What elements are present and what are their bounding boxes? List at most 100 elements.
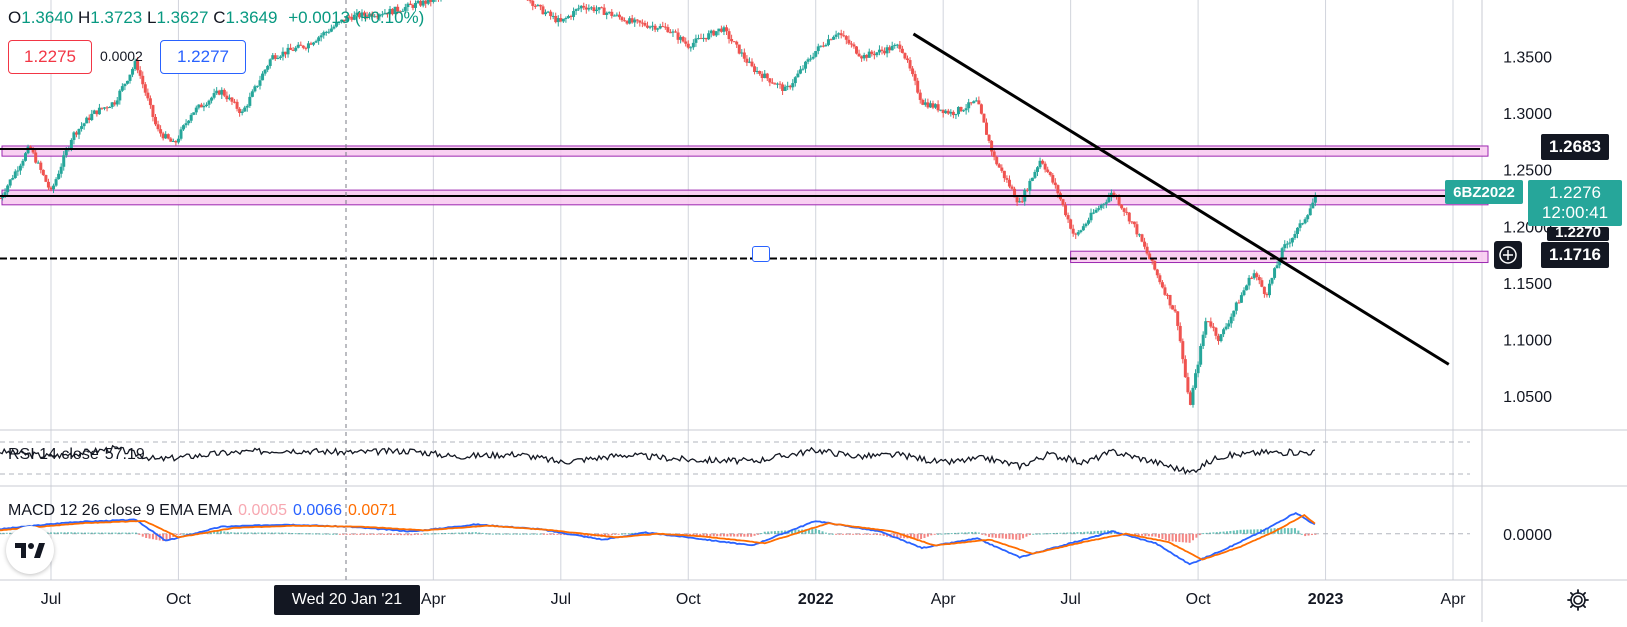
candle-body [157,124,160,129]
last-price-label: 1.2276 12:00:41 [1528,180,1622,226]
candle-body [1036,167,1039,172]
candle-body [1225,327,1228,330]
buy-button[interactable]: 1.2277 [160,40,246,74]
macd-hist-bar [268,533,270,534]
macd-hist-bar [431,533,433,534]
macd-hist-bar [1311,534,1313,535]
macd-hist-bar [998,534,1000,538]
macd-hist-bar [1308,534,1310,536]
candle-body [246,106,249,108]
macd-hist-value: 0.0005 [238,502,287,519]
candle-body [1107,197,1110,202]
candle-body [738,45,741,54]
macd-hist-bar [1002,534,1004,539]
macd-hist-bar [1097,531,1099,534]
candle-body [937,104,940,110]
zone-rect[interactable] [2,146,1488,156]
candle-body [562,19,565,22]
tradingview-logo-icon[interactable] [6,526,54,574]
candle-body [972,101,975,103]
candle-body [179,129,182,138]
macd-hist-bar [285,533,287,534]
macd-hist-bar [373,534,375,535]
candle-body [796,74,799,78]
macd-hist-bar [927,534,929,537]
macd-hist-bar [1141,534,1143,536]
candle-body [185,123,188,125]
candle-body [916,81,919,93]
candle-body [855,46,858,53]
macd-hist-bar [295,533,297,534]
candle-body [682,37,685,42]
candle-body [768,78,771,82]
macd-hist-bar [1233,531,1235,534]
candle-body [16,171,19,172]
candle-body [187,121,190,123]
price-tick-label: 1.2500 [1503,163,1552,180]
candle-body [253,86,256,91]
macd-hist-bar [733,534,735,537]
macd-hist-bar [390,534,392,535]
candle-body [587,8,590,9]
candle-body [118,91,121,101]
macd-hist-bar [444,533,446,534]
macd-hist-bar [505,534,507,535]
spread-value: 0.0002 [100,48,143,64]
macd-hist-bar [730,534,732,537]
macd-hist-bar [322,534,324,535]
time-tick-label: Oct [1186,591,1211,608]
time-tick-label: Oct [676,591,701,608]
macd-hist-bar [305,533,307,534]
macd-hist-bar [964,532,966,533]
macd-hist-bar [227,532,229,534]
gear-icon[interactable] [1566,588,1590,612]
macd-hist-bar [64,532,66,533]
price-tick-label: 1.3500 [1503,50,1552,67]
macd-hist-bar [961,533,963,534]
macd-hist-bar [149,534,151,539]
candle-body [264,70,267,74]
candle-body [320,35,323,37]
candle-body [159,129,162,133]
macd-hist-bar [968,532,970,534]
macd-hist-bar [533,534,535,535]
macd-hist-bar [720,534,722,537]
candle-body [34,152,37,162]
macd-hist-bar [624,533,626,534]
candle-body [154,117,157,124]
macd-hist-bar [492,534,494,535]
candle-body [108,107,111,108]
candle-body [289,48,292,50]
macd-hist-bar [743,534,745,537]
macd-hist-bar [298,533,300,534]
sell-button[interactable]: 1.2275 [8,40,92,74]
candle-body [666,27,669,32]
candle-body [582,6,585,8]
candle-body [248,97,251,106]
macd-hist-bar [873,534,875,535]
plus-circle-icon[interactable] [1494,241,1522,269]
annotation-layer[interactable] [0,0,1480,580]
candle-body [279,57,282,58]
candle-body [144,84,147,92]
candle-body [995,157,998,164]
horizontal-line-handle[interactable] [752,246,770,262]
zone-rect[interactable] [2,190,1488,205]
candle-body [799,69,802,73]
macd-hist-bar [1056,533,1058,534]
candle-body [906,58,909,60]
macd-hist-bar [1212,532,1214,533]
macd-hist-bar [1226,531,1228,533]
candle-body [1003,171,1006,178]
candle-body [812,57,815,59]
candle-body [1161,282,1164,287]
candle-body [832,37,835,40]
candle-body [852,44,855,46]
low-value: 1.3627 [156,8,208,27]
macd-hist-bar [244,533,246,534]
macd-hist-bar [923,534,925,538]
